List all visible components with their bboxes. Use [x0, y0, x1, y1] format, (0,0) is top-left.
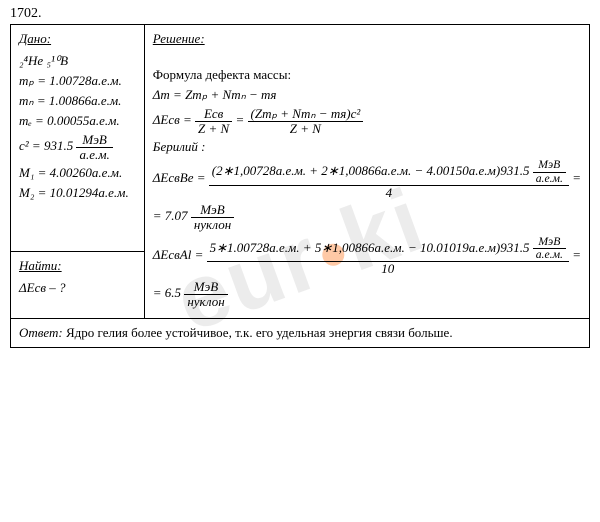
answer-label: Ответ:	[19, 325, 63, 340]
al-unit: МэВ а.е.м.	[533, 236, 566, 262]
be-res-num: МэВ	[191, 203, 234, 218]
given-c2-unit-num: МэВ	[76, 133, 112, 148]
given-mn: mₙ = 1.00866а.е.м.	[19, 93, 136, 109]
given-mp: mₚ = 1.00728а.е.м.	[19, 73, 136, 89]
given-c2: c² = 931.5 МэВ а.е.м.	[19, 133, 136, 161]
dE-f2-den: Z + N	[248, 122, 364, 136]
be-num-wrap: (2∗1,00728а.е.м. + 2∗1,00866а.е.м. − 4.0…	[209, 159, 569, 186]
al-tail: =	[572, 247, 581, 262]
mass-defect-heading: Формула дефекта массы:	[153, 67, 581, 83]
al-res-unit: МэВ нуклон	[184, 280, 227, 308]
solution-cell: Решение: Формула дефекта массы: Δm = Zmₚ…	[144, 25, 589, 319]
be-res-val: = 7.07	[153, 209, 188, 224]
al-res-den: нуклон	[184, 295, 227, 309]
given-title: Дано:	[19, 31, 136, 47]
given-c2-label: c² = 931.5	[19, 138, 73, 153]
layout-table: Дано: ₂⁴He ₅¹⁰B mₚ = 1.00728а.е.м. mₙ = …	[10, 24, 590, 348]
al-unit-num: МэВ	[533, 236, 566, 249]
given-nuclei: ₂⁴He ₅¹⁰B	[19, 53, 136, 69]
dE-f1-num: Eсв	[195, 107, 232, 122]
be-tail: =	[572, 170, 581, 185]
dE-frac2: (Zmₚ + Nmₙ − mя)c² Z + N	[248, 107, 364, 135]
answer-text: Ядро гелия более устойчивое, т.к. его уд…	[63, 325, 453, 340]
be-calc: ΔEсвBe = (2∗1,00728а.е.м. + 2∗1,00866а.е…	[153, 159, 581, 199]
al-num-wrap: 5∗1.00728а.е.м. + 5∗1,00866а.е.м. − 10.0…	[207, 236, 569, 263]
dE-formula: ΔEсв = Eсв Z + N = (Zmₚ + Nmₙ − mя)c² Z …	[153, 107, 581, 135]
find-cell: Найти: ΔEсв – ?	[11, 252, 145, 319]
be-unit-den: а.е.м.	[533, 173, 566, 185]
al-calc: ΔEсвAl = 5∗1.00728а.е.м. + 5∗1,00866а.е.…	[153, 236, 581, 276]
find-title: Найти:	[19, 258, 136, 274]
solution-title: Решение:	[153, 31, 581, 47]
be-result: = 7.07 МэВ нуклон	[153, 203, 581, 231]
al-result: = 6.5 МэВ нуклон	[153, 280, 581, 308]
al-num: 5∗1.00728а.е.м. + 5∗1,00866а.е.м. − 10.0…	[210, 240, 530, 255]
dE-f1-den: Z + N	[195, 122, 232, 136]
dE-lhs: ΔEсв =	[153, 112, 192, 127]
dE-eq: =	[235, 112, 244, 127]
dE-f2-num: (Zmₚ + Nmₙ − mя)c²	[248, 107, 364, 122]
be-unit-num: МэВ	[533, 159, 566, 172]
be-lhs: ΔEсвBe =	[153, 170, 206, 185]
al-res-num: МэВ	[184, 280, 227, 295]
al-den: 10	[207, 262, 569, 276]
given-c2-unit-den: а.е.м.	[76, 148, 112, 162]
be-res-den: нуклон	[191, 218, 234, 232]
given-cell: Дано: ₂⁴He ₅¹⁰B mₚ = 1.00728а.е.м. mₙ = …	[11, 25, 145, 252]
be-den: 4	[209, 186, 569, 200]
answer-cell: Ответ: Ядро гелия более устойчивое, т.к.…	[11, 319, 590, 348]
problem-number: 1702.	[0, 0, 600, 24]
given-M2: M₂ = 10.01294а.е.м.	[19, 185, 136, 201]
beryl-label: Берилий :	[153, 139, 581, 155]
dm-formula: Δm = Zmₚ + Nmₙ − mя	[153, 87, 581, 103]
find-expr: ΔEсв – ?	[19, 280, 136, 296]
given-c2-unit: МэВ а.е.м.	[76, 133, 112, 161]
be-res-unit: МэВ нуклон	[191, 203, 234, 231]
dE-frac1: Eсв Z + N	[195, 107, 232, 135]
given-M1: M₁ = 4.00260а.е.м.	[19, 165, 136, 181]
al-res-val: = 6.5	[153, 285, 181, 300]
be-unit: МэВ а.е.м.	[533, 159, 566, 185]
given-me: mₑ = 0.00055а.е.м.	[19, 113, 136, 129]
al-unit-den: а.е.м.	[533, 249, 566, 261]
be-frac: (2∗1,00728а.е.м. + 2∗1,00866а.е.м. − 4.0…	[209, 159, 569, 199]
be-num: (2∗1,00728а.е.м. + 2∗1,00866а.е.м. − 4.0…	[212, 163, 530, 178]
al-lhs: ΔEсвAl =	[153, 247, 204, 262]
al-frac: 5∗1.00728а.е.м. + 5∗1,00866а.е.м. − 10.0…	[207, 236, 569, 276]
